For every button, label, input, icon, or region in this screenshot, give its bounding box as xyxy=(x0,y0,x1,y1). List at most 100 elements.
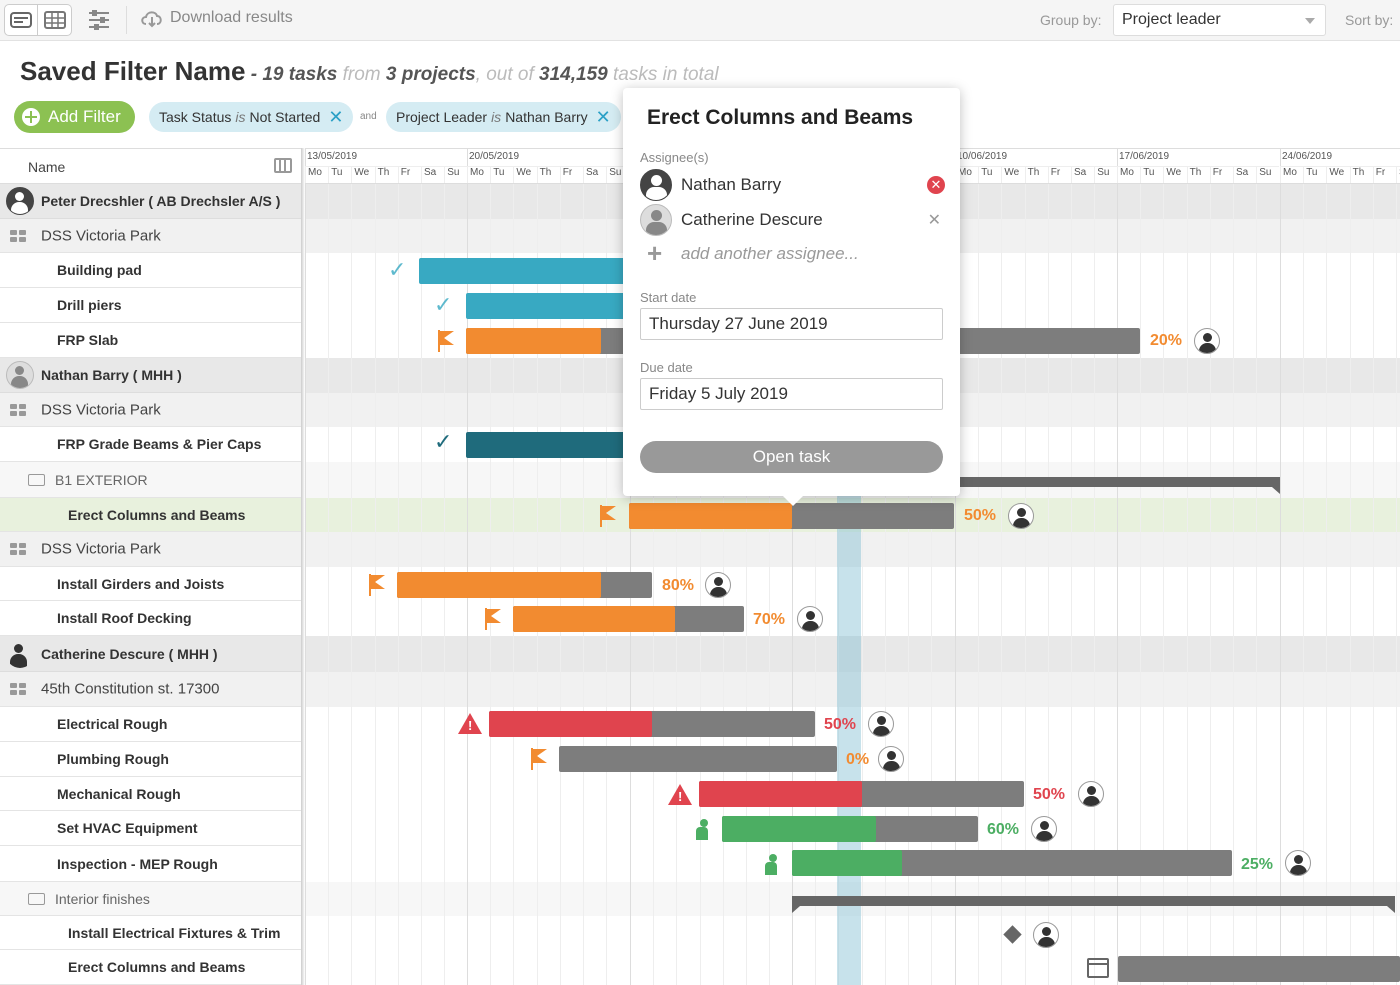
task-row[interactable]: FRP Grade Beams & Pier Caps xyxy=(0,427,1400,462)
task-bar-building-pad[interactable] xyxy=(419,258,629,284)
task-bar-hvac-progress[interactable] xyxy=(722,816,876,842)
task-bar-plumbing-rough-remaining[interactable] xyxy=(559,746,837,772)
row-name-cell[interactable]: FRP Slab xyxy=(0,323,302,358)
assignee-avatar[interactable] xyxy=(797,606,823,632)
task-row[interactable]: Mechanical Rough xyxy=(0,777,1400,811)
assignee-avatar[interactable] xyxy=(878,746,904,772)
row-timeline-cell xyxy=(305,672,1400,707)
filter-operator: is xyxy=(491,109,502,125)
row-name-cell[interactable]: Interior finishes xyxy=(0,882,302,916)
task-row[interactable]: Set HVAC Equipment xyxy=(0,811,1400,846)
grid-line xyxy=(1024,184,1026,985)
list-view-button[interactable] xyxy=(4,4,38,36)
row-label: Catherine Descure ( MHH ) xyxy=(41,645,218,662)
row-name-cell[interactable]: Plumbing Rough xyxy=(0,742,302,777)
task-bar-girders-progress[interactable] xyxy=(397,572,601,598)
filter-value: Not Started xyxy=(249,109,321,125)
row-name-cell[interactable]: Nathan Barry ( MHH ) xyxy=(0,358,302,393)
task-row[interactable]: Install Girders and Joists xyxy=(0,567,1400,601)
row-name-cell[interactable]: Building pad xyxy=(0,253,302,288)
assignee-avatar[interactable] xyxy=(1033,922,1059,948)
task-row[interactable]: FRP Slab xyxy=(0,323,1400,358)
row-name-cell[interactable]: DSS Victoria Park xyxy=(0,219,302,253)
task-row[interactable]: Erect Columns and Beams xyxy=(0,498,1400,532)
start-date-field[interactable]: Thursday 27 June 2019 xyxy=(640,308,943,340)
percent-complete-label: 80% xyxy=(662,577,695,594)
row-name-cell[interactable]: Set HVAC Equipment xyxy=(0,811,302,846)
filter-chip-task-status[interactable]: Task Status is Not Started ✕ xyxy=(149,102,354,132)
left-pane-divider[interactable] xyxy=(301,148,305,985)
name-column-header[interactable]: Name xyxy=(0,148,303,184)
row-name-cell[interactable]: Mechanical Rough xyxy=(0,777,302,811)
grid-view-button[interactable] xyxy=(38,4,72,36)
project-row[interactable]: 45th Constitution st. 17300 xyxy=(0,672,1400,707)
due-date-field[interactable]: Friday 5 July 2019 xyxy=(640,378,943,410)
download-results-button[interactable]: Download results xyxy=(140,8,293,28)
flag-icon xyxy=(529,748,549,770)
columns-toggle-icon[interactable] xyxy=(274,158,292,173)
calendar-icon xyxy=(1087,958,1109,978)
assignee-avatar[interactable] xyxy=(1285,850,1311,876)
close-icon[interactable]: ✕ xyxy=(328,106,344,127)
percent-complete-label: 0% xyxy=(846,751,870,768)
day-label: Fr xyxy=(1209,166,1233,183)
task-row[interactable]: Electrical Rough xyxy=(0,707,1400,742)
task-count: 19 tasks xyxy=(262,64,338,85)
task-bar-erect-columns-interior[interactable] xyxy=(1118,956,1400,982)
task-row[interactable]: Plumbing Rough xyxy=(0,742,1400,777)
row-name-cell[interactable]: Peter Drecshler ( AB Drechsler A/S ) xyxy=(0,184,302,219)
task-bar-mechanical-rough-progress[interactable] xyxy=(699,781,862,807)
task-bar-inspection-progress[interactable] xyxy=(792,850,902,876)
settings-sliders-button[interactable] xyxy=(84,4,114,36)
row-name-cell[interactable]: Catherine Descure ( MHH ) xyxy=(0,636,302,672)
row-name-cell[interactable]: Inspection - MEP Rough xyxy=(0,846,302,882)
row-name-cell[interactable]: 45th Constitution st. 17300 xyxy=(0,672,302,707)
row-name-cell[interactable]: Drill piers xyxy=(0,288,302,323)
row-name-cell[interactable]: Erect Columns and Beams xyxy=(0,950,302,985)
task-bar-drill-piers[interactable] xyxy=(466,293,626,319)
assignee-avatar[interactable] xyxy=(868,711,894,737)
row-name-cell[interactable]: DSS Victoria Park xyxy=(0,532,302,567)
row-name-cell[interactable]: Install Electrical Fixtures & Trim xyxy=(0,916,302,950)
task-row[interactable]: Building pad xyxy=(0,253,1400,288)
summary-bar-b1-exterior xyxy=(950,477,1280,494)
task-row[interactable]: Install Electrical Fixtures & Trim xyxy=(0,916,1400,950)
grid-view-icon xyxy=(43,11,66,29)
task-bar-frp-slab-progress[interactable] xyxy=(466,328,601,354)
row-name-cell[interactable]: FRP Grade Beams & Pier Caps xyxy=(0,427,302,462)
task-bar-frp-grade-beams[interactable] xyxy=(466,432,626,458)
row-name-cell[interactable]: B1 EXTERIOR xyxy=(0,462,302,498)
row-name-cell[interactable]: Electrical Rough xyxy=(0,707,302,742)
grid-line xyxy=(1163,184,1165,985)
group-by-select[interactable]: Project leader xyxy=(1113,4,1326,36)
assignee-avatar[interactable] xyxy=(1031,816,1057,842)
row-name-cell[interactable]: Install Girders and Joists xyxy=(0,567,302,601)
day-label: Tu xyxy=(328,166,352,183)
group-row-leader[interactable]: Catherine Descure ( MHH ) xyxy=(0,636,1400,672)
remove-assignee-icon[interactable]: ✕ xyxy=(927,176,945,194)
task-row[interactable]: Inspection - MEP Rough xyxy=(0,846,1400,882)
open-task-button[interactable]: Open task xyxy=(640,441,943,473)
add-filter-button[interactable]: Add Filter xyxy=(14,101,135,133)
row-name-cell[interactable]: DSS Victoria Park xyxy=(0,393,302,427)
folder-icon xyxy=(28,892,45,905)
assignee-avatar[interactable] xyxy=(1194,328,1220,354)
filter-chip-project-leader[interactable]: Project Leader is Nathan Barry ✕ xyxy=(386,102,621,132)
assignee-avatar[interactable] xyxy=(1008,503,1034,529)
day-label: Th xyxy=(1349,166,1373,183)
task-bar-roof-decking-progress[interactable] xyxy=(513,606,675,632)
assignee-avatar[interactable] xyxy=(1078,781,1104,807)
project-row[interactable]: DSS Victoria Park xyxy=(0,532,1400,567)
task-row[interactable]: Install Roof Decking xyxy=(0,601,1400,636)
task-bar-electrical-rough-progress[interactable] xyxy=(489,711,652,737)
task-bar-erect-columns-progress[interactable] xyxy=(629,503,792,529)
day-label: Sa xyxy=(1233,166,1257,183)
task-row[interactable]: Drill piers xyxy=(0,288,1400,323)
close-icon[interactable]: ✕ xyxy=(595,106,611,127)
remove-assignee-icon[interactable]: ✕ xyxy=(927,212,941,229)
row-name-cell[interactable]: Erect Columns and Beams xyxy=(0,498,302,532)
plus-icon xyxy=(22,108,40,126)
day-label: Mo xyxy=(467,166,491,183)
row-name-cell[interactable]: Install Roof Decking xyxy=(0,601,302,636)
assignee-avatar[interactable] xyxy=(705,572,731,598)
